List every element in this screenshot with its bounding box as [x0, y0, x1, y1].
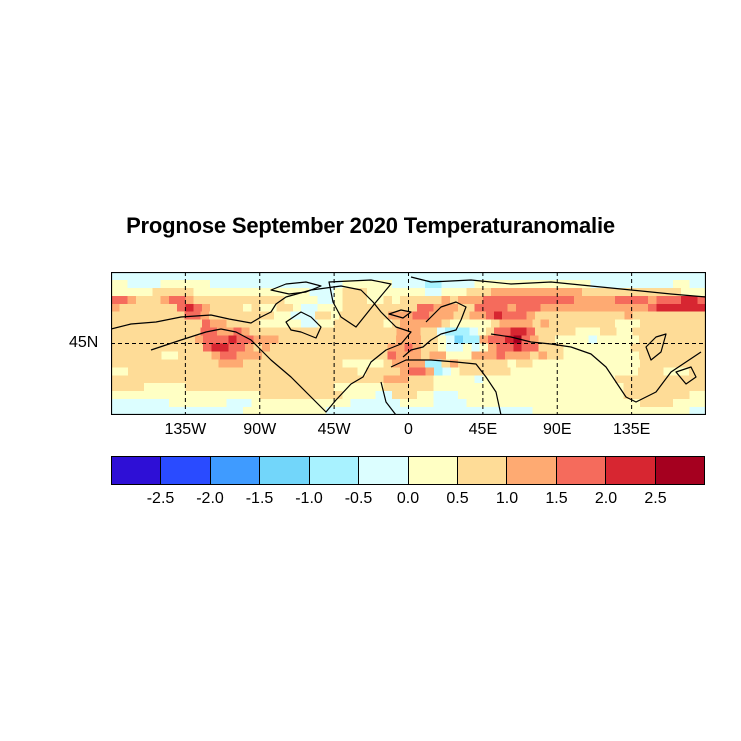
colorbar-swatch — [161, 457, 211, 484]
x-axis-label: 45E — [468, 421, 498, 438]
colorbar-swatch — [507, 457, 557, 484]
colorbar — [111, 456, 705, 485]
colorbar-label: -0.5 — [344, 490, 373, 507]
colorbar-label: -1.0 — [295, 490, 323, 507]
x-axis-label: 135E — [612, 421, 651, 438]
colorbar-swatch — [606, 457, 656, 484]
x-axis-label: 90W — [243, 421, 277, 438]
colorbar-label: -2.5 — [146, 490, 175, 507]
colorbar-swatch — [359, 457, 409, 484]
colorbar-label: 2.0 — [594, 490, 618, 507]
colorbar-label: 2.5 — [644, 490, 667, 507]
graticule — [111, 272, 706, 415]
colorbar-label: 0.5 — [446, 490, 469, 507]
colorbar-label: -2.0 — [196, 490, 224, 507]
x-axis-label: 45W — [317, 421, 351, 438]
colorbar-swatch — [260, 457, 310, 484]
colorbar-swatch — [457, 457, 508, 484]
colorbar-label: 1.5 — [545, 490, 568, 507]
x-axis-label: 90E — [543, 421, 572, 438]
colorbar-swatch — [408, 457, 458, 484]
coastlines — [111, 276, 706, 415]
x-axis-label: 135W — [164, 421, 207, 438]
colorbar-label: 0.0 — [396, 490, 420, 507]
colorbar-swatch — [112, 457, 162, 484]
y-axis-label: 45N — [69, 333, 99, 351]
colorbar-swatch — [309, 457, 360, 484]
colorbar-swatch — [556, 457, 607, 484]
x-axis-label: 0 — [404, 421, 413, 438]
colorbar-label: 1.0 — [495, 490, 519, 507]
temperature-anomaly-map — [111, 272, 706, 415]
colorbar-label: -1.5 — [245, 490, 274, 507]
map-frame — [111, 272, 706, 415]
colorbar-swatch — [210, 457, 261, 484]
colorbar-swatch — [655, 457, 705, 484]
chart-title: Prognose September 2020 Temperaturanomal… — [126, 213, 615, 238]
